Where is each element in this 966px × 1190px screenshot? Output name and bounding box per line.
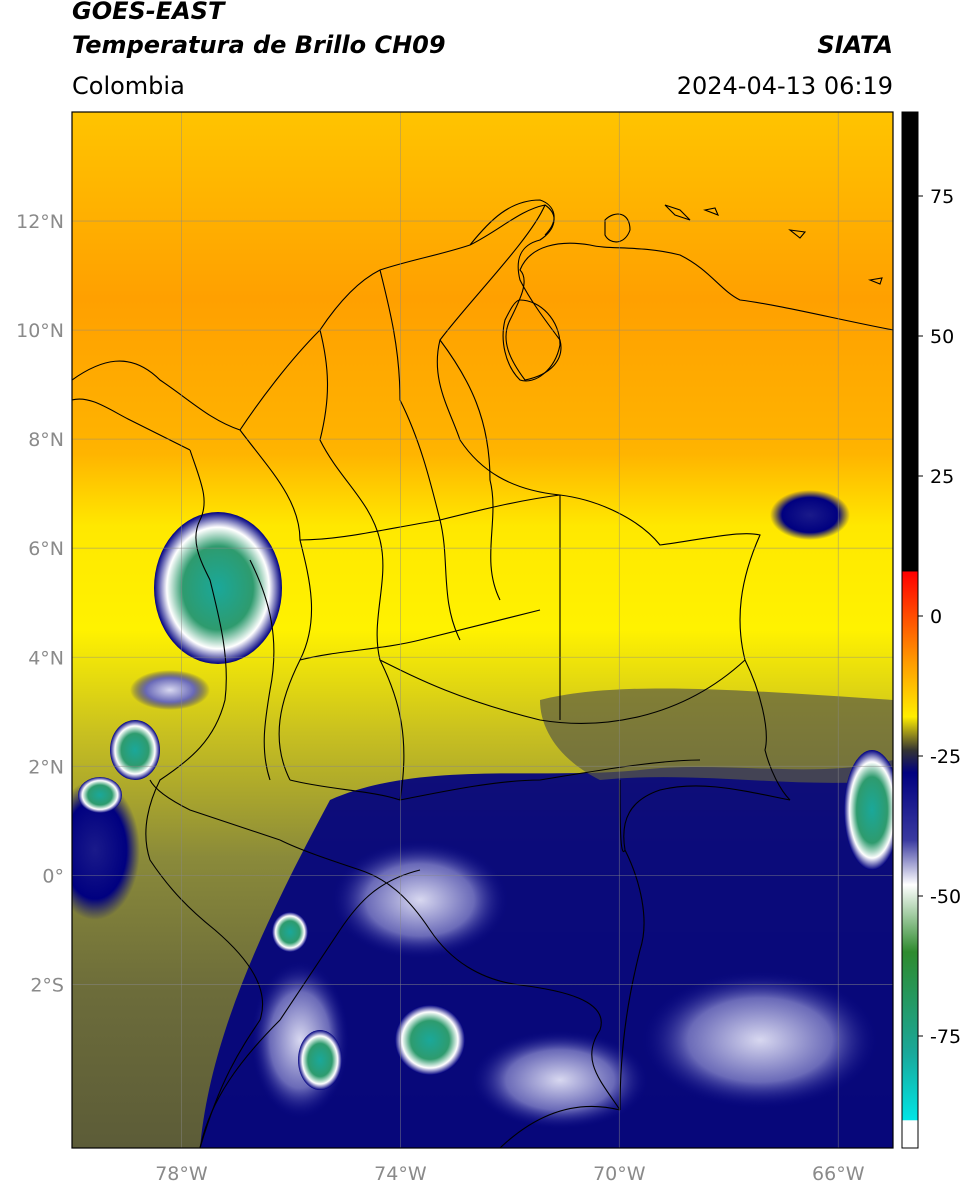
- panama-coastline: [72, 398, 191, 451]
- islands: [664, 204, 883, 285]
- lon-tick-label: 78°W: [155, 1163, 208, 1185]
- lat-tick-label: 12°N: [16, 211, 64, 233]
- cloud-cell-3: [470, 1030, 650, 1130]
- title-line2: Temperatura de Brillo CH09: [72, 31, 446, 59]
- cloud-cell-1: [330, 840, 510, 960]
- mid-cloud-band: [540, 688, 893, 783]
- paraguana-peninsula: [604, 213, 631, 243]
- cloud-core-1: [395, 1005, 465, 1075]
- colorbar-tick-label: -75: [930, 1026, 961, 1048]
- colorbar-tick-label: 0: [930, 606, 942, 628]
- lat-tick-label: 6°N: [28, 538, 64, 560]
- region-label: Colombia: [72, 72, 185, 100]
- cloud-cell-5: [770, 490, 850, 540]
- colombia-venezuela-border: [436, 204, 791, 801]
- convective-core-coast: [78, 777, 122, 813]
- colombia-ecuador-border: [149, 779, 281, 841]
- borders-layer: [72, 199, 893, 1148]
- lon-tick-label: 70°W: [593, 1163, 646, 1185]
- colorbar: [901, 111, 919, 1149]
- colorbar-ticks: 75 50 25 0 -25 -50 -75: [918, 186, 961, 1048]
- lat-tick-label: 8°N: [28, 429, 64, 451]
- convective-core-east: [844, 750, 893, 870]
- map-frame: [71, 111, 894, 1149]
- lat-tick-label: 2°S: [30, 974, 64, 996]
- convective-anvil: [130, 670, 210, 710]
- lon-tick-label: 74°W: [374, 1163, 427, 1185]
- title-line1: GOES-EAST: [72, 0, 225, 25]
- guajira-peninsula: [469, 199, 555, 246]
- cloud-cell-2: [640, 970, 880, 1110]
- brazil-peru-border: [499, 1105, 621, 1148]
- cloud-core-3: [298, 1030, 342, 1090]
- colorbar-tick-label: 25: [930, 466, 954, 488]
- lat-tick-label: 4°N: [28, 647, 64, 669]
- colombia-peru-border: [279, 839, 621, 1111]
- lat-tick-label: 2°N: [28, 756, 64, 778]
- cloud-core-2: [272, 912, 308, 952]
- lat-tick-label: 0°: [42, 865, 64, 887]
- cloud-cell-6: [72, 780, 140, 920]
- datetime-label: 2024-04-13 06:19: [676, 72, 893, 100]
- colorbar-tick-label: 75: [930, 186, 954, 208]
- colorbar-tick-label: -50: [930, 886, 961, 908]
- gridlines: [72, 112, 893, 1148]
- colorbar-tick-label: -25: [930, 746, 961, 768]
- convective-core-west: [110, 720, 160, 780]
- lon-tick-label: 66°W: [812, 1163, 865, 1185]
- caribbean-coastline: [72, 204, 893, 431]
- colorbar-tick-label: 50: [930, 326, 954, 348]
- imagery-layer: [72, 112, 893, 1148]
- lat-tick-label: 10°N: [16, 320, 64, 342]
- brand-label: SIATA: [817, 31, 893, 59]
- pacific-coastline: [145, 449, 264, 1148]
- longitude-tick-labels: 78°W 74°W 70°W 66°W: [155, 1163, 864, 1185]
- latitude-tick-labels: 12°N 10°N 8°N 6°N 4°N 2°N 0° 2°S: [16, 211, 64, 996]
- lake-maracaibo: [502, 299, 561, 382]
- convective-core-main: [154, 512, 282, 664]
- ecuador-peru-border: [199, 869, 421, 1148]
- department-lines: [239, 269, 746, 853]
